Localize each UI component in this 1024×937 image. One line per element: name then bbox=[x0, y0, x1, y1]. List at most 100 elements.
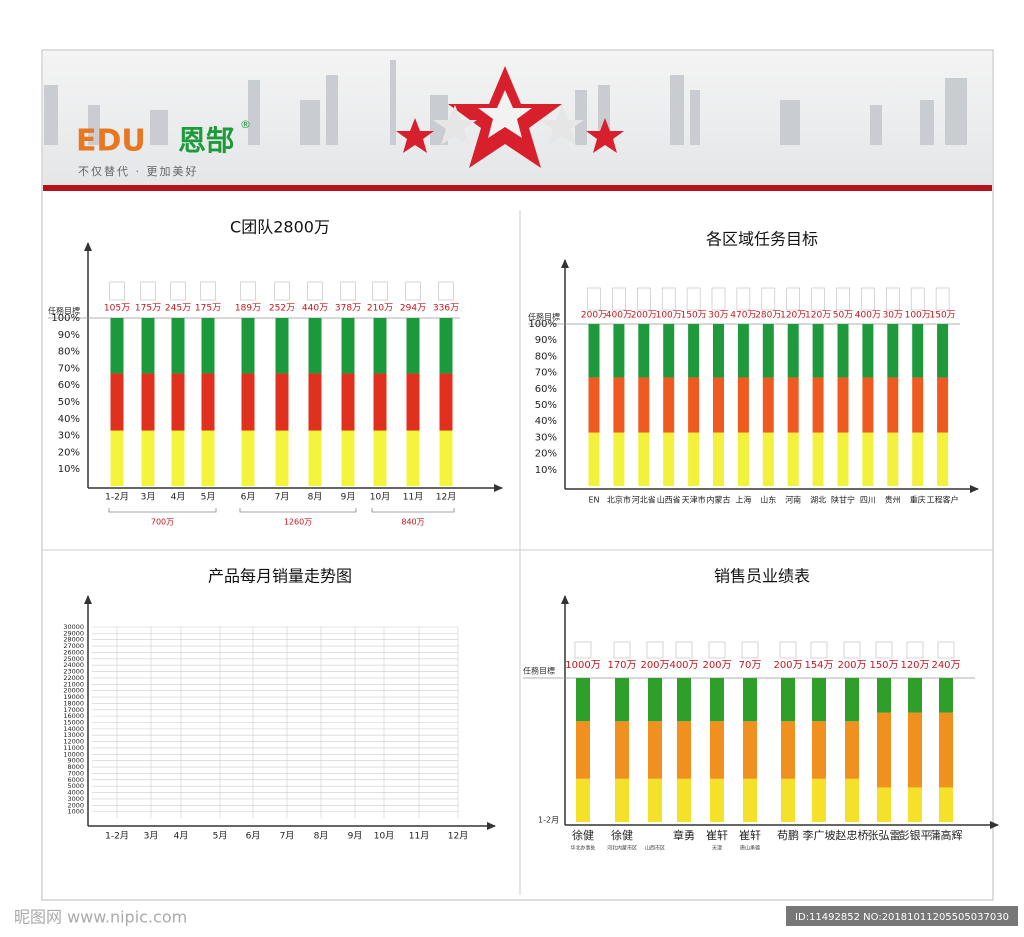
bar-segment bbox=[837, 324, 849, 378]
bar-segment bbox=[877, 787, 891, 822]
target-label: 70万 bbox=[739, 660, 762, 671]
x-subtitle: 天津 bbox=[712, 845, 722, 852]
group-bracket bbox=[108, 508, 217, 513]
bar-segment bbox=[110, 373, 124, 431]
chart-title: C团队2800万 bbox=[230, 218, 330, 237]
target-label: 30万 bbox=[883, 311, 903, 321]
watermark-id-box bbox=[786, 906, 1018, 926]
bar-segment bbox=[737, 432, 749, 486]
target-label: 470万 bbox=[730, 311, 756, 321]
y-tick-label: 10000 bbox=[63, 750, 84, 758]
bar-segment bbox=[937, 377, 949, 433]
bar-segment bbox=[201, 430, 215, 486]
y-tick-label: 17000 bbox=[63, 706, 84, 714]
x-tick-label: 张弘雷 bbox=[868, 829, 901, 842]
x-tick-label: 8月 bbox=[308, 492, 323, 503]
bar-segment bbox=[845, 678, 859, 722]
bar-segment bbox=[201, 318, 215, 374]
bar-segment bbox=[663, 377, 675, 433]
brand: EDU bbox=[76, 124, 146, 159]
x-tick-label: 天津市 bbox=[682, 495, 706, 505]
target-label: 100万 bbox=[905, 311, 931, 321]
y-tick-label: 15000 bbox=[63, 719, 84, 727]
y-tick-label: 80% bbox=[58, 347, 80, 358]
target-box bbox=[613, 641, 631, 659]
target-box bbox=[636, 287, 651, 311]
bar-segment bbox=[688, 377, 700, 433]
x-tick-label: 彭银平 bbox=[899, 828, 932, 842]
y-tick-label: 40% bbox=[535, 416, 557, 427]
bar-segment bbox=[588, 324, 600, 378]
y-tick-label: 23000 bbox=[63, 668, 84, 676]
y-tick-label: 90% bbox=[58, 330, 80, 341]
x-tick-label: 北京市 bbox=[607, 495, 631, 505]
y-tick-label: 14000 bbox=[63, 725, 84, 733]
bar-segment bbox=[576, 778, 590, 822]
target-label: 150万 bbox=[681, 311, 707, 321]
target-label: 105万 bbox=[104, 304, 130, 314]
bar-segment bbox=[781, 721, 795, 779]
bar-segment bbox=[762, 324, 774, 378]
bar-segment bbox=[638, 324, 650, 378]
x-tick-label: 赵忠桥 bbox=[836, 828, 869, 842]
x-tick-label: 3月 bbox=[144, 831, 159, 842]
target-box bbox=[240, 281, 256, 301]
bar-segment bbox=[787, 324, 799, 378]
target-box bbox=[937, 641, 955, 659]
y-bottom-label: 1-2月 bbox=[538, 816, 559, 825]
target-label: 400万 bbox=[669, 660, 698, 671]
bar-segment bbox=[937, 324, 949, 378]
bar-segment bbox=[275, 373, 289, 431]
x-tick-label: 8月 bbox=[314, 831, 329, 842]
bar-segment bbox=[373, 318, 387, 374]
y-tick-label: 2000 bbox=[67, 801, 84, 809]
target-label: 200万 bbox=[631, 311, 657, 321]
bar-segment bbox=[171, 318, 185, 374]
bar-segment bbox=[781, 678, 795, 722]
bar-segment bbox=[862, 432, 874, 486]
x-tick-label: 四川 bbox=[860, 496, 876, 505]
y-tick-label: 40% bbox=[58, 414, 80, 425]
bar-segment bbox=[908, 712, 922, 788]
y-tick-label: 20000 bbox=[63, 687, 84, 695]
bar-segment bbox=[877, 712, 891, 788]
bar-segment bbox=[648, 778, 662, 822]
y-tick-label: 7000 bbox=[67, 769, 84, 777]
bar-segment bbox=[576, 678, 590, 722]
x-tick-label: 重庆 bbox=[910, 495, 926, 505]
bar-segment bbox=[615, 678, 629, 722]
x-tick-label: 11月 bbox=[409, 831, 429, 842]
target-box bbox=[587, 287, 601, 311]
target-box bbox=[340, 281, 356, 301]
bar-segment bbox=[939, 678, 953, 713]
bar-segment bbox=[837, 377, 849, 433]
x-tick-label: 蒲高辉 bbox=[930, 828, 963, 842]
target-box bbox=[170, 281, 186, 301]
target-label: 200万 bbox=[773, 660, 802, 671]
header-bar bbox=[43, 185, 992, 191]
y-tick-label: 6000 bbox=[67, 776, 84, 784]
bar-segment bbox=[308, 373, 322, 431]
bar-segment bbox=[743, 678, 757, 722]
bar-segment bbox=[341, 430, 355, 486]
x-tick-label: 1-2月 bbox=[105, 492, 129, 503]
y-tick-label: 10% bbox=[58, 464, 80, 475]
x-subtitle: 唐山承德 bbox=[740, 845, 760, 852]
target-box bbox=[708, 641, 726, 659]
y-tick-label: 30% bbox=[535, 432, 557, 443]
x-subtitle: 山西市区 bbox=[645, 845, 665, 852]
y-tick-label: 100% bbox=[51, 313, 80, 324]
x-tick-label: 4月 bbox=[174, 831, 189, 842]
target-label: 175万 bbox=[135, 304, 161, 314]
y-tick-label: 11000 bbox=[63, 744, 84, 752]
x-tick-label: 12月 bbox=[448, 831, 468, 842]
x-tick-label: 6月 bbox=[246, 831, 261, 842]
bar-segment bbox=[887, 432, 899, 486]
bar-segment bbox=[613, 324, 625, 378]
target-label: 280万 bbox=[755, 311, 781, 321]
bar-segment bbox=[743, 778, 757, 822]
y-tick-label: 18000 bbox=[63, 699, 84, 707]
target-box bbox=[910, 287, 925, 311]
x-tick-label: 3月 bbox=[141, 492, 156, 503]
